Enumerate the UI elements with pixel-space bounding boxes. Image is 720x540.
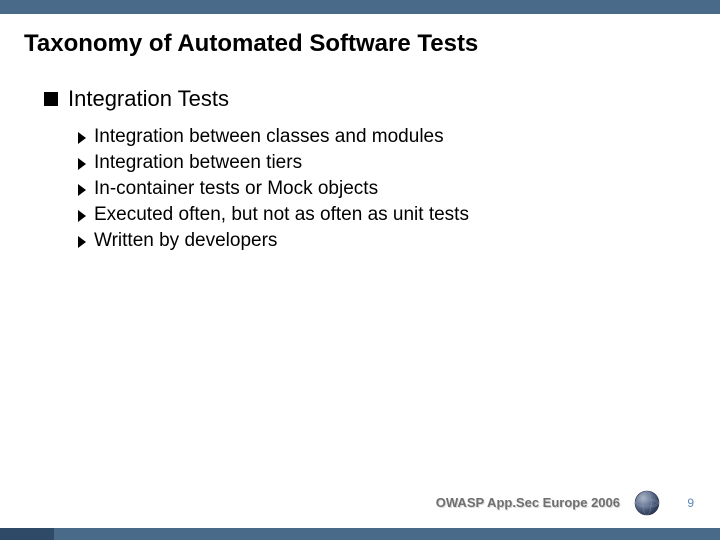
footer: OWASP App.Sec Europe 2006 9 [0,494,720,522]
arrow-bullet-icon [78,132,86,144]
list-item: Integration between tiers [78,152,720,174]
bottom-accent-bar [0,528,720,540]
globe-icon [634,490,660,516]
list-item: Executed often, but not as often as unit… [78,204,720,226]
content-area: Integration Tests Integration between cl… [0,58,720,252]
list-item: In-container tests or Mock objects [78,178,720,200]
page-number: 9 [687,496,694,510]
arrow-bullet-icon [78,236,86,248]
list-item-text: Executed often, but not as often as unit… [94,204,469,226]
page-title: Taxonomy of Automated Software Tests [0,14,720,58]
arrow-bullet-icon [78,184,86,196]
list-item: Integration between classes and modules [78,126,720,148]
square-bullet-icon [44,92,58,106]
arrow-bullet-icon [78,210,86,222]
section-heading: Integration Tests [44,86,720,112]
list-item: Written by developers [78,230,720,252]
bottom-accent-bar-dark [0,528,54,540]
list-item-text: Written by developers [94,230,277,252]
list-item-text: Integration between tiers [94,152,302,174]
footer-text: OWASP App.Sec Europe 2006 [436,495,620,510]
arrow-bullet-icon [78,158,86,170]
list-item-text: Integration between classes and modules [94,126,444,148]
section-label: Integration Tests [68,86,229,112]
bullet-list: Integration between classes and modules … [44,122,720,252]
list-item-text: In-container tests or Mock objects [94,178,378,200]
top-accent-bar [0,0,720,14]
